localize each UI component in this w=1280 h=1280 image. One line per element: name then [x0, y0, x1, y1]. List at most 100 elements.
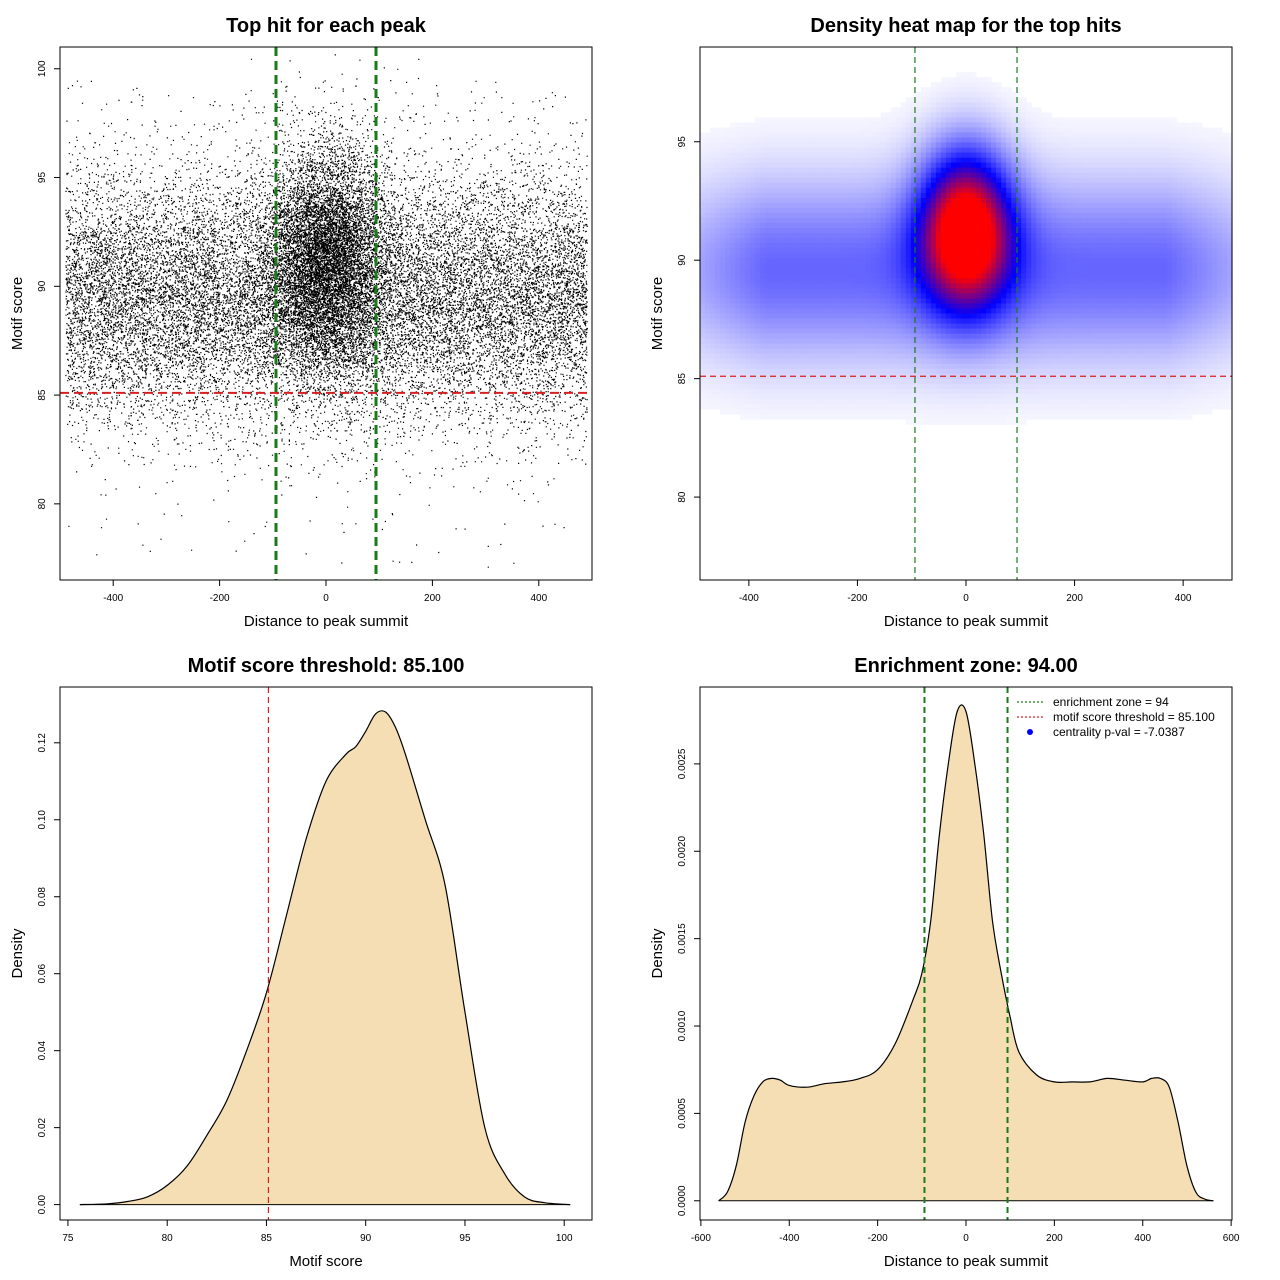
heatmap-cell: [986, 293, 992, 300]
heatmap-cell: [1221, 278, 1228, 284]
heatmap-cell: [1046, 217, 1052, 224]
heatmap-cell: [740, 233, 746, 239]
heatmap-cell: [740, 308, 746, 315]
heatmap-cell: [750, 333, 756, 340]
heatmap-cell: [820, 318, 827, 325]
heatmap-cell: [880, 172, 887, 179]
heatmap-cell: [981, 132, 987, 139]
heatmap-cell: [775, 152, 781, 159]
heatmap-cell: [715, 132, 721, 139]
heatmap-cell: [1176, 222, 1183, 229]
heatmap-cell: [1216, 288, 1223, 294]
heatmap-cell: [760, 248, 766, 254]
heatmap-cell: [715, 137, 721, 144]
heatmap-cell: [800, 303, 806, 310]
heatmap-cell: [805, 142, 812, 149]
heatmap-cell: [1131, 303, 1138, 310]
heatmap-cell: [780, 233, 786, 239]
heatmap-cell: [780, 167, 786, 174]
heatmap-cell: [1031, 298, 1037, 305]
heatmap-cell: [1101, 298, 1108, 305]
heatmap-cell: [835, 222, 842, 229]
heatmap-cell: [955, 212, 962, 219]
heatmap-cell: [1196, 207, 1203, 214]
heatmap-cell: [1011, 112, 1017, 118]
heatmap-cell: [1071, 182, 1078, 189]
heatmap-cell: [1181, 207, 1188, 214]
heatmap-cell: [790, 187, 796, 194]
heatmap-cell: [780, 258, 786, 264]
heatmap-cell: [1171, 137, 1178, 144]
heatmap-cell: [1081, 162, 1088, 169]
heatmap-cell: [725, 248, 731, 254]
heatmap-cell: [755, 233, 761, 239]
heatmap-cell: [1191, 298, 1198, 305]
heatmap-cell: [935, 137, 942, 144]
heatmap-cell: [890, 323, 897, 330]
heatmap-cell: [976, 102, 982, 108]
heatmap-cell: [1176, 152, 1183, 159]
heatmap-cell: [1051, 207, 1057, 214]
heatmap-cell: [780, 298, 786, 305]
heatmap-cell: [725, 283, 731, 289]
heatmap-cell: [1006, 152, 1012, 159]
heatmap-cell: [1186, 187, 1193, 194]
heatmap-cell: [1116, 172, 1123, 179]
heatmap-cell: [925, 243, 932, 249]
heatmap-cell: [1211, 303, 1218, 310]
heatmap-cell: [940, 92, 947, 98]
heatmap-cell: [1176, 162, 1183, 169]
heatmap-cell: [1021, 313, 1027, 320]
heatmap-cell: [1131, 323, 1138, 330]
heatmap-cell: [925, 293, 932, 300]
heatmap-cell: [1141, 298, 1148, 305]
heatmap-cell: [715, 192, 721, 199]
heatmap-cell: [730, 298, 736, 305]
heatmap-cell: [925, 192, 932, 199]
heatmap-cell: [760, 117, 766, 124]
heatmap-cell: [780, 323, 786, 330]
heatmap-cell: [1081, 298, 1088, 305]
heatmap-cell: [976, 228, 982, 234]
heatmap-cell: [1021, 288, 1027, 294]
heatmap-cell: [910, 117, 917, 124]
heatmap-cell: [1011, 202, 1017, 209]
heatmap-cell: [1016, 122, 1022, 129]
heatmap-cell: [900, 253, 907, 259]
heatmap-cell: [971, 177, 977, 184]
heatmap-cell: [700, 293, 706, 300]
heatmap-cell: [960, 97, 967, 103]
heatmap-cell: [1076, 222, 1083, 229]
heatmap-cell: [820, 217, 827, 224]
heatmap-cell: [960, 217, 967, 224]
heatmap-cell: [1051, 197, 1057, 204]
heatmap-cell: [845, 207, 852, 214]
heatmap-cell: [840, 338, 847, 345]
heatmap-cell: [1081, 318, 1088, 325]
heatmap-cell: [1011, 197, 1017, 204]
heatmap-cell: [1071, 318, 1078, 325]
heatmap-cell: [880, 177, 887, 184]
heatmap-cell: [1106, 248, 1113, 254]
heatmap-cell: [825, 172, 832, 179]
heatmap-cell: [875, 212, 882, 219]
heatmap-cell: [996, 253, 1002, 259]
heatmap-cell: [920, 253, 927, 259]
heatmap-cell: [1176, 338, 1183, 345]
heatmap-cell: [815, 338, 822, 345]
heatmap-cell: [1046, 132, 1052, 139]
heatmap-cell: [820, 238, 827, 244]
heatmap-cell: [815, 177, 822, 184]
heatmap-cell: [1036, 137, 1042, 144]
heatmap-cell: [1131, 212, 1138, 219]
heatmap-cell: [905, 162, 912, 169]
heatmap-cell: [1131, 152, 1138, 159]
heatmap-cell: [1196, 137, 1203, 144]
heatmap-cell: [755, 132, 761, 139]
heatmap-cell: [850, 268, 857, 274]
heatmap-cell: [1106, 122, 1113, 129]
heatmap-cell: [1201, 182, 1208, 189]
heatmap-cell: [1141, 293, 1148, 300]
heatmap-cell: [1016, 167, 1022, 174]
heatmap-cell: [850, 278, 857, 284]
